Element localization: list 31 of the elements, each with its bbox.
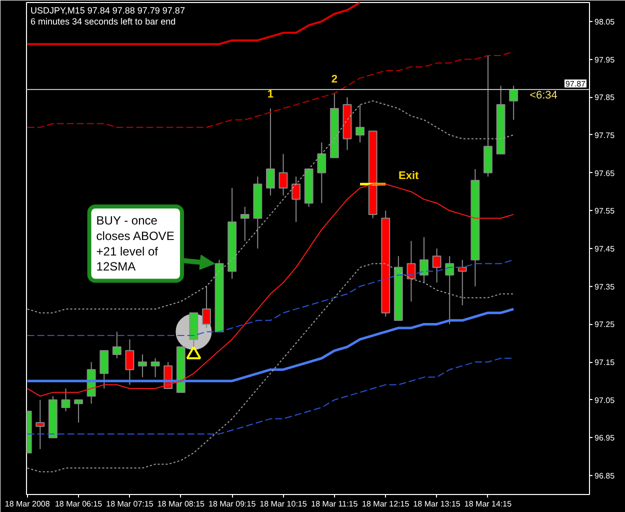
x-tick-label: 18 Mar 2008	[4, 500, 50, 508]
y-tick-label: 97.45	[594, 244, 616, 254]
annotation: BUY - once closes ABOVE +21 level of 12SMA	[96, 214, 174, 274]
y-tick-label: 96.95	[594, 434, 616, 443]
chart-title: USDJPY,M15 97.84 97.88 97.79 97.87	[30, 6, 185, 16]
annotation: Exit	[398, 170, 420, 182]
y-tick-label: 97.75	[594, 130, 616, 140]
annotation: 1	[267, 88, 274, 100]
x-tick-label: 18 Mar 06:15	[54, 500, 103, 508]
annotation: 2	[331, 73, 338, 86]
y-tick-label: 96.85	[594, 472, 616, 481]
text: 6 minutes 34 seconds left to bar end	[30, 16, 176, 26]
y-tick-label: 98.05	[594, 17, 616, 26]
y-tick-label: 97.65	[594, 168, 616, 178]
x-tick-label: 18 Mar 14:15	[464, 500, 512, 508]
y-tick-label: 97.35	[594, 282, 616, 292]
x-tick-label: 18 Mar 13:15	[413, 500, 461, 508]
x-tick-label: 18 Mar 12:15	[362, 500, 410, 508]
x-tick-label: 18 Mar 08:15	[157, 500, 206, 508]
y-tick-label: 97.95	[594, 55, 616, 64]
annotation: <6:34	[530, 90, 558, 102]
y-tick-label: 97.55	[594, 206, 616, 216]
y-tick-label: 97.85	[594, 93, 616, 102]
y-tick-label: 97.15	[594, 358, 616, 368]
y-tick-label: 97.05	[594, 396, 616, 405]
x-tick-label: 18 Mar 07:15	[106, 500, 154, 508]
ref-line-label: 97.87	[565, 80, 586, 89]
x-tick-label: 18 Mar 10:15	[260, 500, 308, 508]
x-tick-label: 18 Mar 11:15	[311, 500, 358, 508]
x-tick-label: 18 Mar 09:15	[208, 500, 256, 508]
y-tick-label: 97.25	[594, 320, 616, 330]
